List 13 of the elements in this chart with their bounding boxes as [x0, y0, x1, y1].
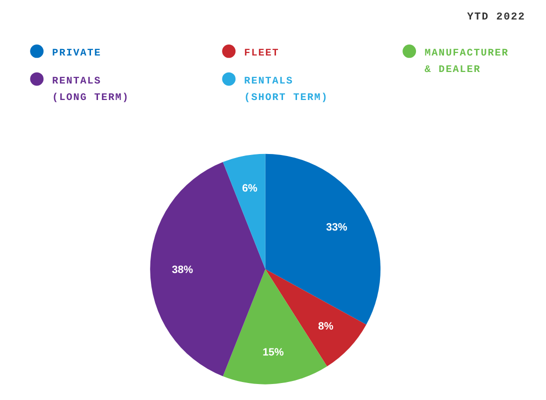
- data-label: 8%: [318, 320, 334, 333]
- legend-label: PRIVATE: [52, 48, 102, 60]
- data-label: 15%: [262, 346, 284, 358]
- data-label: 38%: [172, 264, 194, 276]
- legend-label: MANUFACTURER & DEALER: [424, 48, 509, 76]
- data-label: 33%: [326, 222, 348, 234]
- pie-slice: [222, 154, 266, 270]
- pie-slice: [265, 269, 366, 366]
- legend-label: RENTALS (LONG TERM): [52, 76, 130, 104]
- chart-title: YTD 2022: [467, 12, 526, 24]
- legend-label: RENTALS (SHORT TERM): [244, 76, 328, 104]
- legend-label: FLEET: [244, 48, 280, 60]
- data-label: 6%: [242, 182, 258, 194]
